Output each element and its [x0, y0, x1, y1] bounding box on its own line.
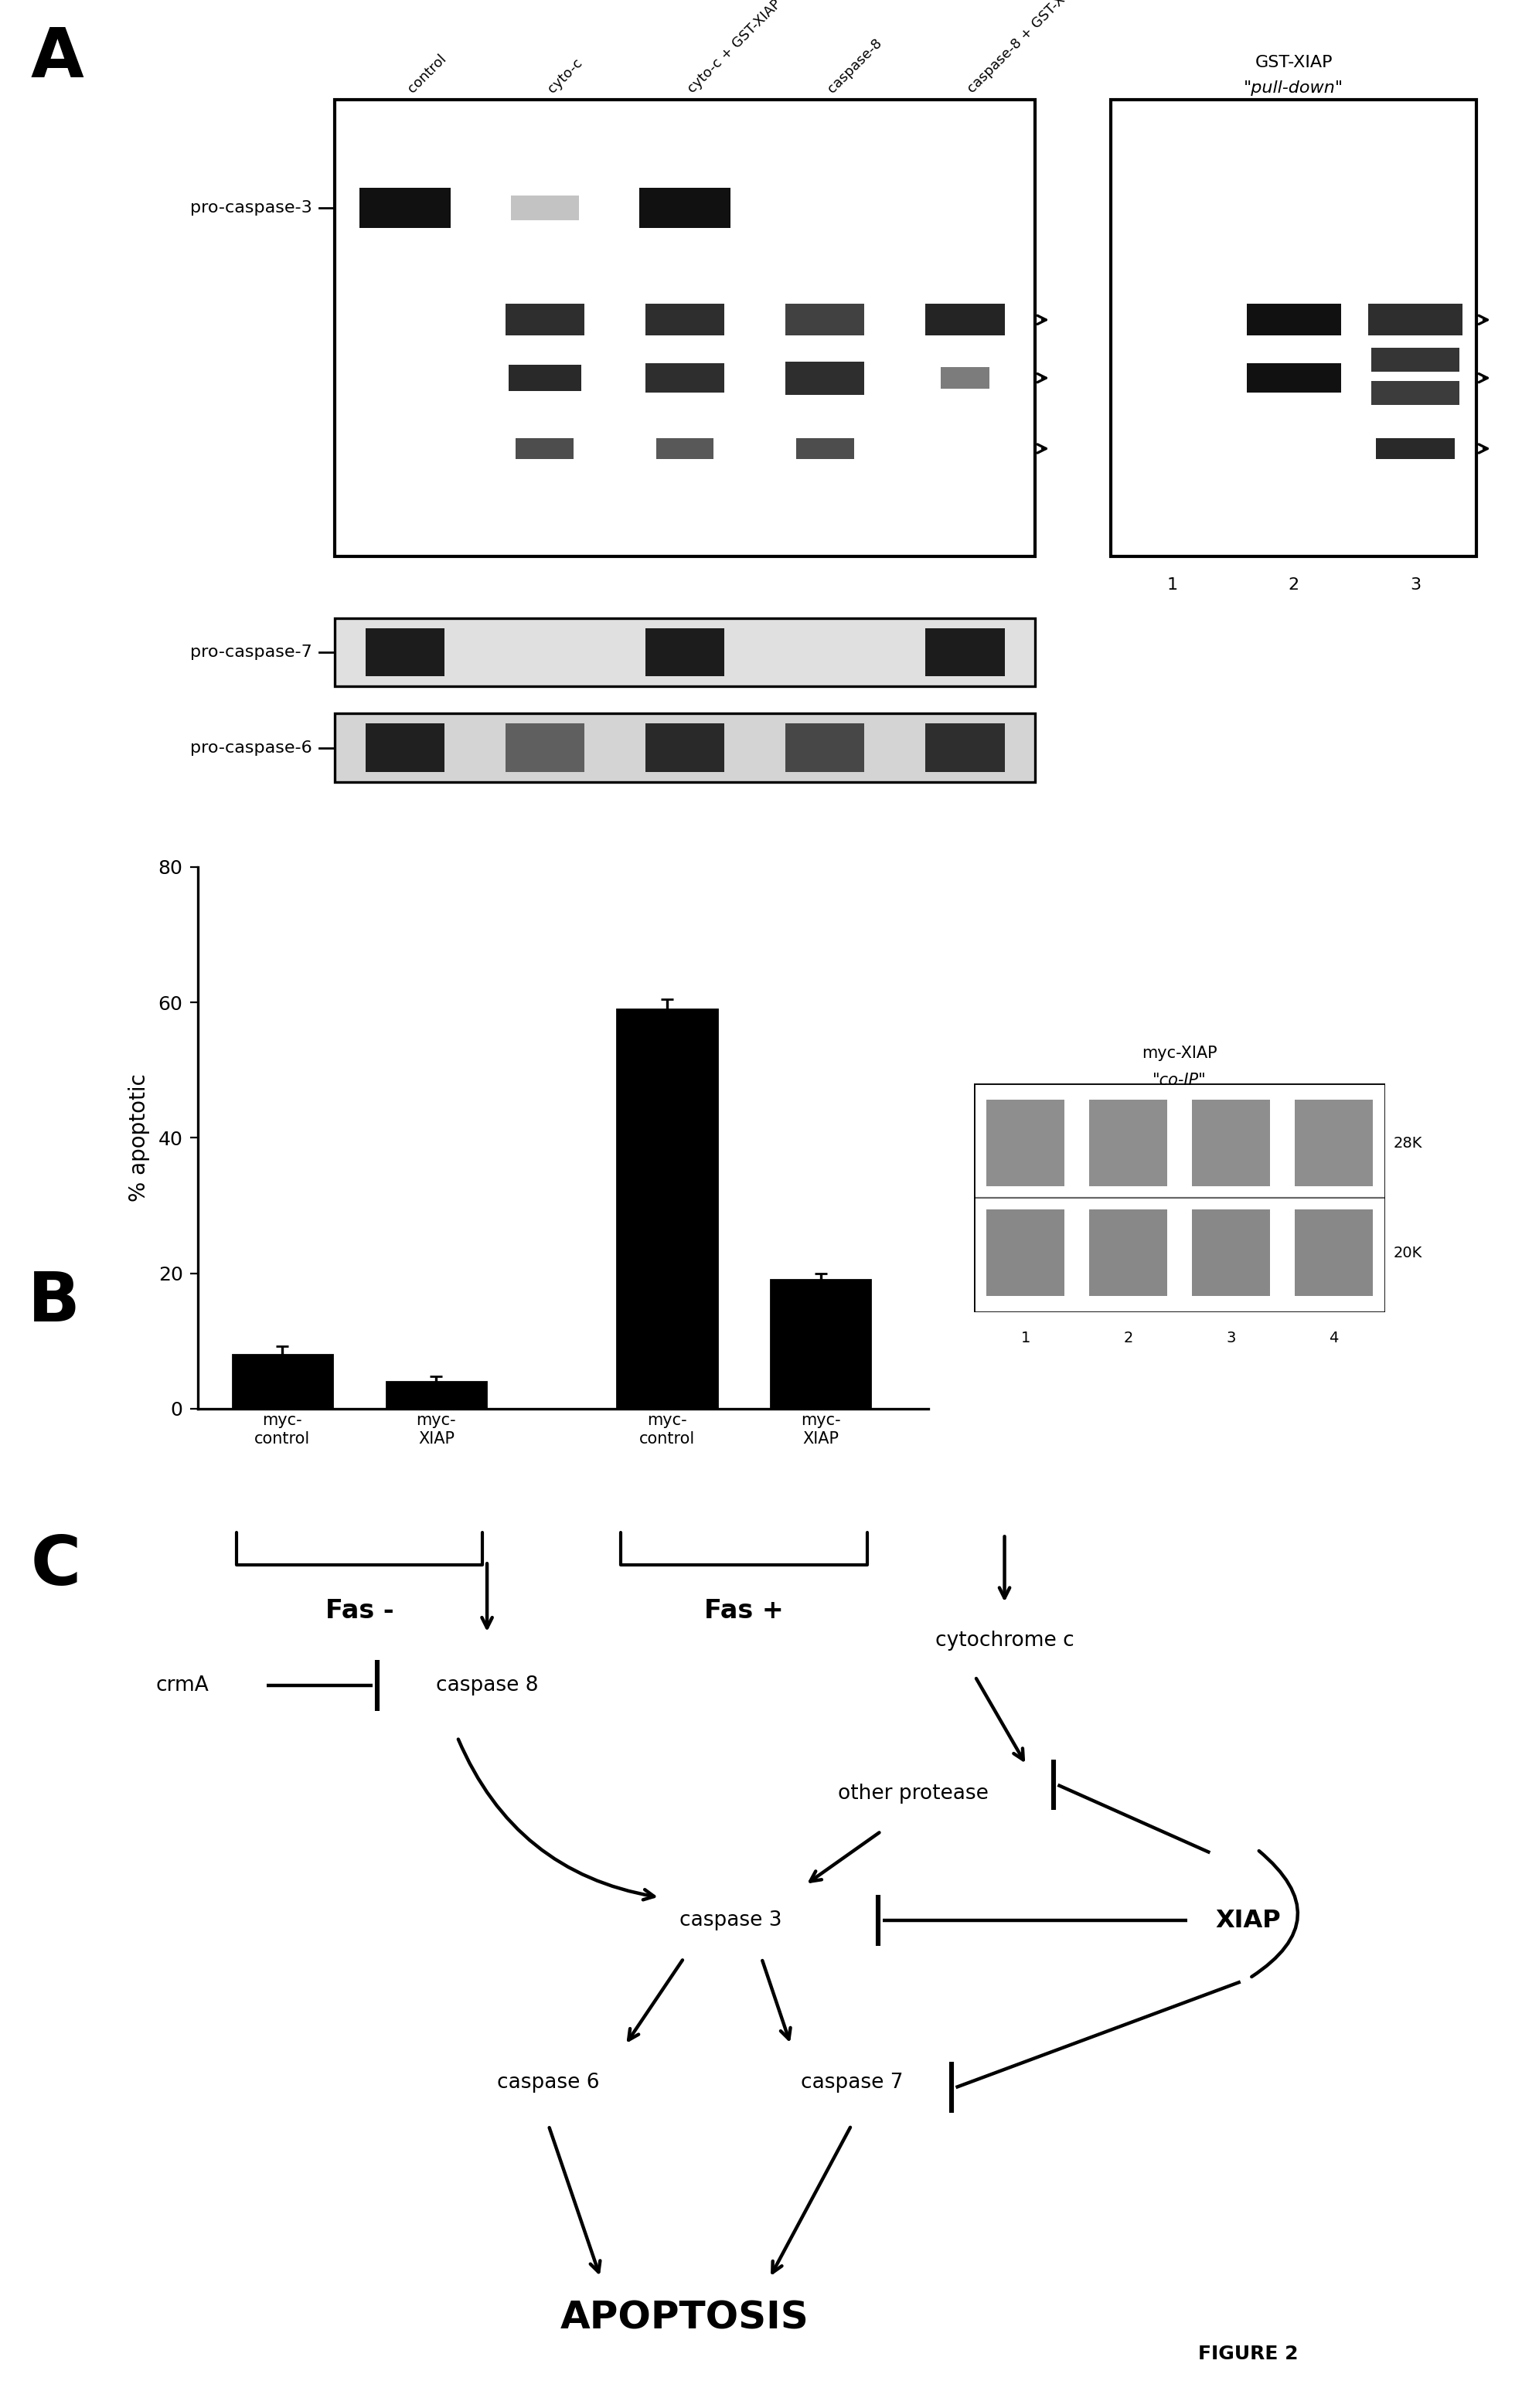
Bar [616, 1009, 717, 1409]
Bar [511, 195, 580, 219]
Text: B: B [27, 1269, 79, 1336]
Bar [1090, 1100, 1167, 1187]
Text: caspase 6: caspase 6 [496, 2073, 600, 2093]
Bar [335, 619, 1035, 686]
Bar [925, 303, 1005, 335]
Text: FIGURE 2: FIGURE 2 [1198, 2345, 1298, 2362]
Text: Fas +: Fas + [705, 1599, 784, 1623]
Text: "co-IP": "co-IP" [1152, 1072, 1207, 1088]
Bar [785, 303, 864, 335]
Text: caspase 8: caspase 8 [435, 1676, 539, 1695]
Bar [505, 722, 584, 773]
Text: cyto-c + GST-XIAP: cyto-c + GST-XIAP [685, 0, 784, 96]
Bar [1295, 1209, 1373, 1296]
Bar [1192, 1100, 1269, 1187]
Bar [986, 1209, 1064, 1296]
Bar [1111, 99, 1476, 556]
Text: 3: 3 [1409, 578, 1422, 592]
Text: caspase 7: caspase 7 [801, 2073, 904, 2093]
Text: 20K: 20K [1393, 1245, 1422, 1259]
Text: crmA: crmA [157, 1676, 209, 1695]
Bar [505, 303, 584, 335]
Text: pro-caspase-3: pro-caspase-3 [190, 200, 312, 214]
Text: cyto-c: cyto-c [545, 55, 584, 96]
Text: cytochrome c: cytochrome c [935, 1630, 1075, 1649]
Bar [1371, 380, 1460, 405]
Text: 3: 3 [1227, 1332, 1236, 1346]
Bar [1295, 1100, 1373, 1187]
Bar [785, 361, 864, 395]
Text: 28K: 28K [1393, 1137, 1422, 1151]
Bar [925, 628, 1005, 677]
Bar [359, 188, 451, 229]
Y-axis label: % apoptotic: % apoptotic [128, 1074, 149, 1202]
Text: control: control [405, 51, 449, 96]
Bar [656, 438, 714, 460]
Bar [1247, 303, 1341, 335]
Text: caspase-8: caspase-8 [825, 36, 884, 96]
Text: A: A [30, 24, 84, 92]
Bar [1247, 364, 1341, 393]
Bar [925, 722, 1005, 773]
Bar [387, 1382, 486, 1409]
Bar [986, 1100, 1064, 1187]
Text: "pull-down": "pull-down" [1243, 79, 1344, 96]
Text: caspase-8 + GST-XIAP: caspase-8 + GST-XIAP [965, 0, 1084, 96]
Text: pro-caspase-6: pro-caspase-6 [190, 739, 312, 756]
Text: myc-XIAP: myc-XIAP [1142, 1045, 1218, 1060]
Text: 2: 2 [1123, 1332, 1132, 1346]
Text: XIAP: XIAP [1215, 1910, 1282, 1931]
Bar [233, 1353, 332, 1409]
Text: 1: 1 [1021, 1332, 1030, 1346]
Bar [645, 628, 724, 677]
Bar [335, 99, 1035, 556]
Bar [645, 303, 724, 335]
Bar [1368, 303, 1463, 335]
Bar [365, 628, 444, 677]
Bar [645, 722, 724, 773]
Bar [639, 188, 731, 229]
Text: C: C [30, 1531, 81, 1599]
Bar [335, 713, 1035, 783]
Bar [1192, 1209, 1269, 1296]
FancyArrowPatch shape [1251, 1852, 1298, 1977]
Text: caspase 3: caspase 3 [679, 1910, 782, 1931]
Bar [1090, 1209, 1167, 1296]
Text: APOPTOSIS: APOPTOSIS [560, 2300, 810, 2336]
Bar [365, 722, 444, 773]
Bar [770, 1281, 871, 1409]
Text: other protease: other protease [839, 1784, 988, 1804]
Bar [785, 722, 864, 773]
Bar [516, 438, 574, 460]
Text: GST-XIAP: GST-XIAP [1254, 55, 1333, 70]
Bar [941, 366, 989, 388]
Bar [508, 364, 581, 390]
Bar [796, 438, 854, 460]
Text: 4: 4 [1329, 1332, 1338, 1346]
Bar [645, 364, 724, 393]
Text: pro-caspase-7: pro-caspase-7 [190, 645, 312, 660]
Text: 2: 2 [1288, 578, 1300, 592]
Text: 1: 1 [1166, 578, 1178, 592]
Text: Fas -: Fas - [326, 1599, 394, 1623]
Bar [1376, 438, 1455, 460]
Bar [1371, 349, 1460, 371]
